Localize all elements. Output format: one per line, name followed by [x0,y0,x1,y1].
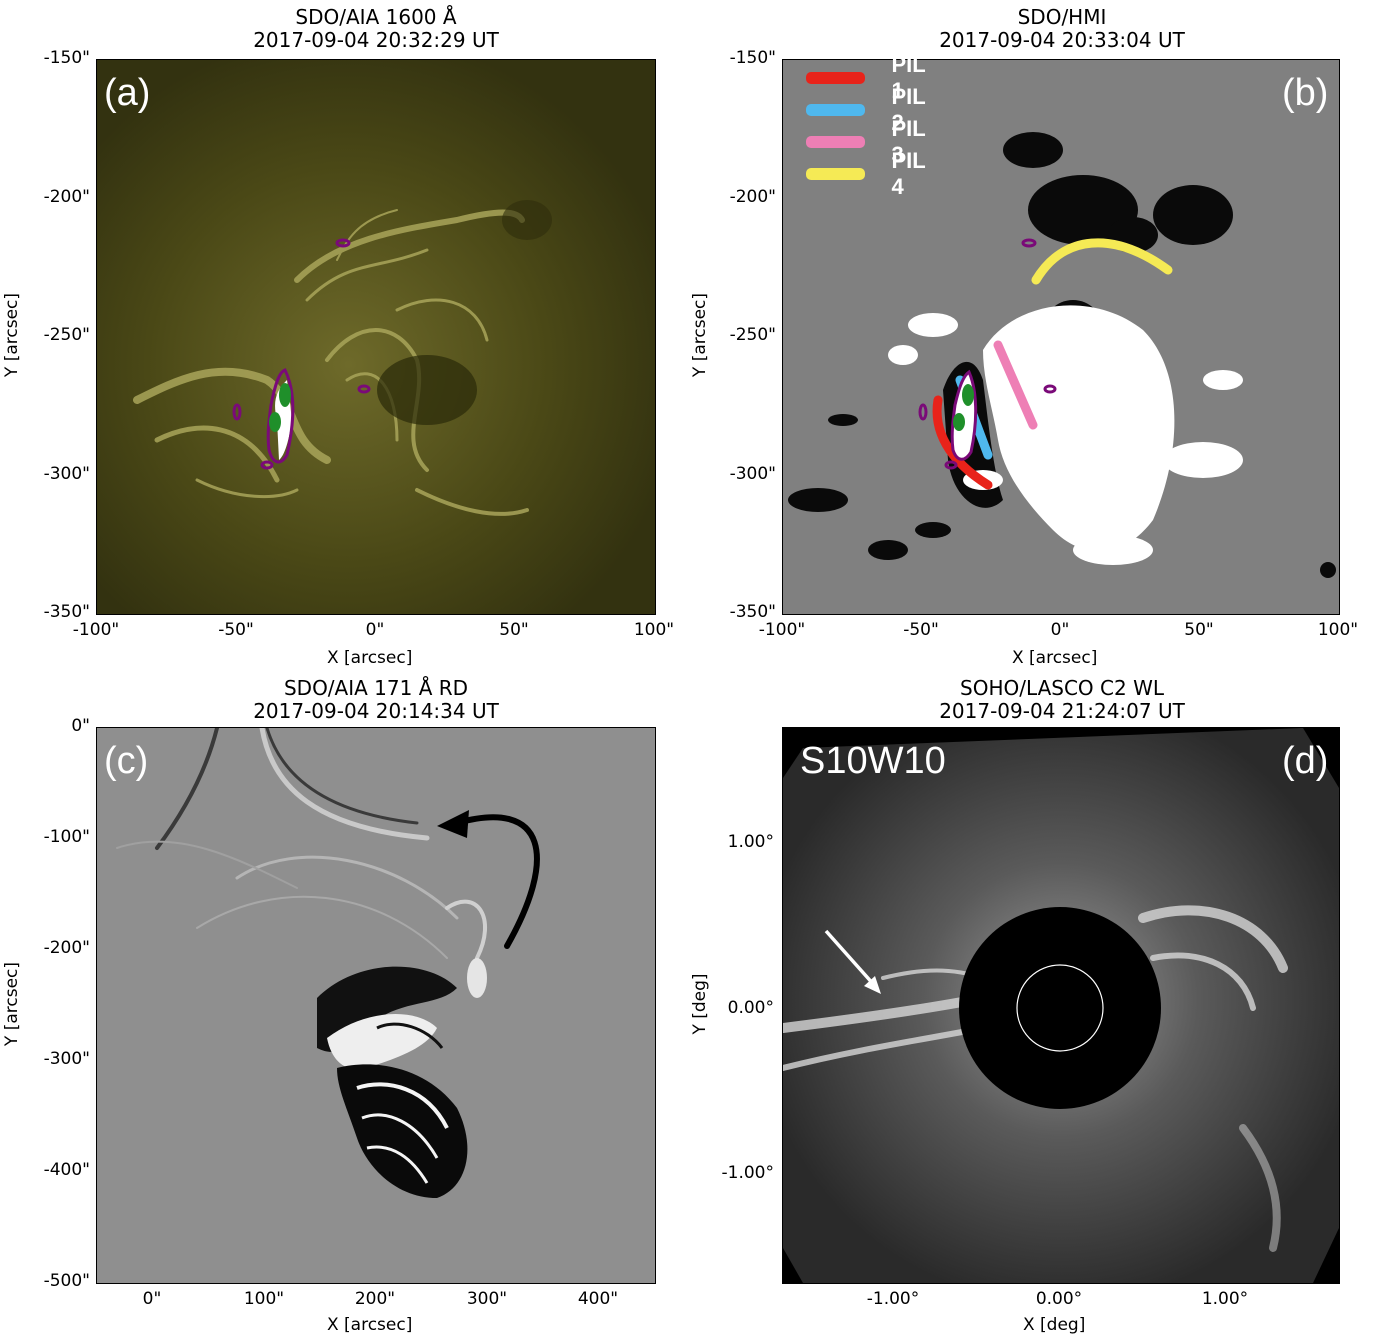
panel-b-xtick: -50" [903,620,939,640]
panel-c-xtick: 300" [466,1289,508,1309]
panel-d-xlabel: X [deg] [1023,1315,1086,1335]
panel-d-ylabel: Y [deg] [690,973,710,1035]
panel-c-xlabel: X [arcsec] [327,1315,413,1335]
panel-a-title: SDO/AIA 1600 Å [295,5,457,29]
panel-a-ytick: -350" [43,602,90,622]
panel-d-xtick: -1.00° [866,1289,920,1309]
legend-label: PIL 3 [891,116,926,167]
panel-b-xtick: -100" [758,620,806,640]
legend-entry: PIL 3 [806,116,936,167]
panel-d-location: S10W10 [800,740,946,782]
panel-a-xlabel: X [arcsec] [327,648,413,668]
panel-d-title: SOHO/LASCO C2 WL [960,676,1164,700]
panel-a-xtick: -100" [72,620,120,640]
legend-label: PIL 2 [891,84,926,135]
panel-b-ytick: -150" [729,48,776,68]
panel-b-ylabel: Y [arcsec] [690,292,710,378]
panel-c-ytick: -300" [43,1049,90,1069]
panel-a-ytick: -150" [43,48,90,68]
panel-a-ylabel: Y [arcsec] [2,292,22,378]
panel-c-ytick: -400" [43,1160,90,1180]
legend-swatch [806,104,866,116]
panel-d-xtick: 1.00° [1201,1289,1249,1309]
panel-b-xtick: 0" [1050,620,1070,640]
panel-c-xtick: 0" [142,1289,162,1309]
panel-b-ytick: -250" [729,325,776,345]
panel-c-ytick: -100" [43,827,90,847]
legend-entry: PIL 1 [806,52,936,103]
panel-c-time: 2017-09-04 20:14:34 UT [253,699,499,723]
legend-swatch [806,72,866,84]
legend-entry: PIL 4 [806,148,936,199]
panel-b-ytick: -200" [729,187,776,207]
panel-c-xtick: 200" [354,1289,396,1309]
panel-d-ytick: -1.00° [721,1163,775,1183]
legend-swatch [806,136,866,148]
legend-swatch [806,168,866,180]
panel-c-label: (c) [104,740,149,782]
panel-b-xtick: 50" [1184,620,1214,640]
panel-c-xtick: 400" [577,1289,619,1309]
panel-d-time: 2017-09-04 21:24:07 UT [939,699,1185,723]
panel-c-title: SDO/AIA 171 Å RD [283,676,469,700]
panel-b-xlabel: X [arcsec] [1012,648,1098,668]
panel-a-image [96,59,656,615]
legend-label: PIL 4 [891,148,926,199]
panel-b-time: 2017-09-04 20:33:04 UT [939,28,1185,52]
panel-a-xtick: 0" [365,620,385,640]
panel-a-ytick: -200" [43,187,90,207]
panel-d-xtick: 0.00° [1035,1289,1083,1309]
panel-c-ylabel: Y [arcsec] [2,961,22,1047]
panel-d-image [782,727,1340,1284]
panel-d-label: (d) [1282,740,1329,782]
panel-b-image [782,59,1340,615]
panel-c-ytick: -500" [43,1271,90,1291]
panel-b-legend: PIL 1 PIL 2 PIL 3 PIL 4 [806,52,936,199]
panel-b-label: (b) [1282,72,1329,114]
panel-b-title: SDO/HMI [1017,5,1107,29]
panel-d-ytick: 0.00° [727,998,774,1018]
panel-c-image [96,727,656,1284]
panel-b-ytick: -350" [729,602,776,622]
panel-a-label: (a) [104,72,151,114]
panel-c-ytick: 0" [71,716,90,736]
panel-a-xtick: 50" [499,620,529,640]
legend-entry: PIL 2 [806,84,936,135]
legend-label: PIL 1 [891,52,926,103]
panel-a-ytick: -300" [43,464,90,484]
panel-a-time: 2017-09-04 20:32:29 UT [253,28,499,52]
panel-a-ytick: -250" [43,325,90,345]
panel-c-xtick: 100" [243,1289,285,1309]
panel-b-xtick: 100" [1317,620,1359,640]
panel-a-xtick: 100" [633,620,675,640]
panel-a-xtick: -50" [218,620,254,640]
panel-c-ytick: -200" [43,938,90,958]
panel-b-ytick: -300" [729,464,776,484]
panel-d-ytick: 1.00° [727,832,774,852]
